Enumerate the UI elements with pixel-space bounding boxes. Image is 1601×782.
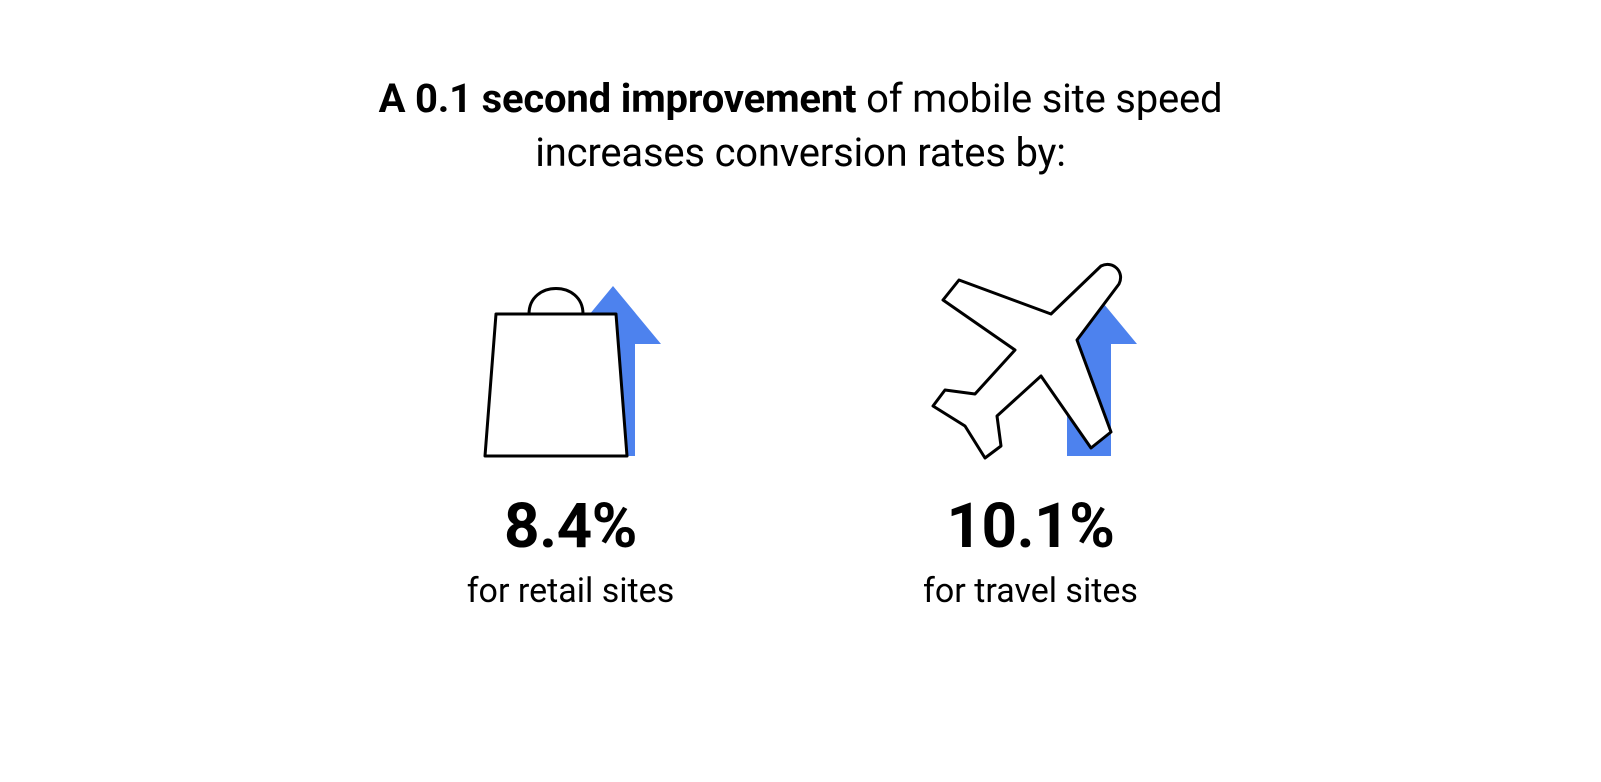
stat-travel: 10.1% for travel sites (871, 236, 1191, 611)
stat-retail: 8.4% for retail sites (411, 236, 731, 611)
headline: A 0.1 second improvement of mobile site … (379, 72, 1223, 180)
travel-icon-wrap (901, 236, 1161, 466)
infographic-root: A 0.1 second improvement of mobile site … (0, 0, 1601, 782)
stat-label: for retail sites (467, 571, 675, 611)
headline-bold: A 0.1 second improvement (379, 75, 857, 122)
stats-row: 8.4% for retail sites 10.1% for travel s… (411, 236, 1191, 611)
stat-label: for travel sites (923, 571, 1138, 611)
airplane-icon (901, 236, 1161, 466)
headline-rest-1: of mobile site speed (856, 75, 1222, 122)
stat-value: 10.1% (946, 490, 1114, 563)
shopping-bag-icon (441, 236, 701, 466)
retail-icon-wrap (441, 236, 701, 466)
stat-value: 8.4% (504, 490, 637, 563)
headline-line-2: increases conversion rates by: (535, 129, 1066, 176)
